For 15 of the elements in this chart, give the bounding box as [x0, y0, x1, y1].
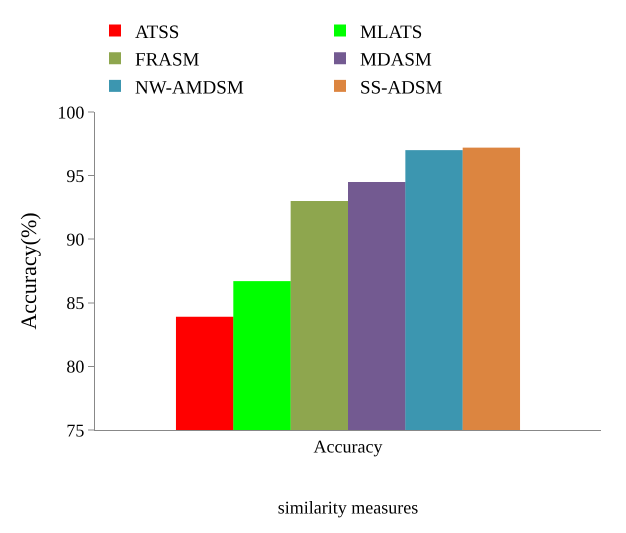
x-tick-label: Accuracy — [314, 436, 382, 457]
y-tick-label: 85 — [66, 293, 84, 314]
y-tick-label: 95 — [66, 166, 84, 186]
y-tick-label: 75 — [66, 420, 84, 440]
y-tick-label: 80 — [66, 356, 84, 377]
legend-label: MDASM — [360, 50, 432, 71]
legend-label: ATSS — [135, 22, 180, 43]
y-tick-label: 100 — [57, 102, 84, 122]
legend-label: NW-AMDSM — [135, 77, 244, 98]
y-tick-label: 90 — [66, 230, 84, 250]
x-axis-title: similarity measures — [278, 498, 418, 518]
y-axis-title: Accuracy(%) — [16, 212, 42, 330]
legend-label: FRASM — [135, 50, 200, 71]
legend-label: SS-ADSM — [360, 77, 442, 98]
legend-label: MLATS — [360, 22, 422, 43]
